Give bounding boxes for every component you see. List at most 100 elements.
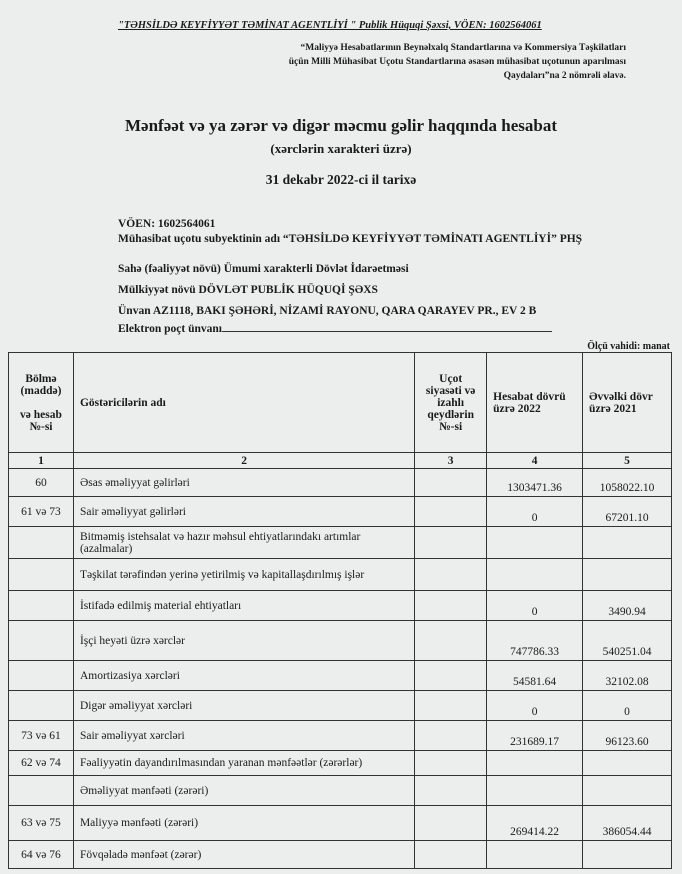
row-note <box>414 750 488 776</box>
row-code <box>8 620 74 661</box>
ownership: Mülkiyyət növü DÖVLƏT PUBLİK HÜQUQİ ŞƏXS <box>118 284 378 296</box>
table-row: Təşkilat tərəfindən yerinə yetirilmiş və… <box>8 558 672 591</box>
col-number: 3 <box>414 452 488 469</box>
report-date: 31 dekabr 2022-ci il tarixə <box>265 172 417 187</box>
row-value-2021 <box>582 775 672 806</box>
row-value-2021: 32102.08 <box>582 660 672 691</box>
row-note <box>414 660 488 691</box>
table-row: Əməliyyat mənfəəti (zərəri) <box>8 775 672 806</box>
row-name: Sair əməliyyat gəlirləri <box>72 496 416 527</box>
row-code <box>8 660 74 691</box>
page-title: Mənfəət və ya zərər və digər məcmu gəlir… <box>124 116 557 135</box>
row-code: 61 və 73 <box>8 496 74 527</box>
email-label: Elektron poçt ünvanı <box>118 323 222 335</box>
col-header-name: Göstəricilərin adı <box>72 352 416 453</box>
table-row: Bitməmiş istehsalat və hazır məhsul ehti… <box>8 526 672 559</box>
row-code: 60 <box>8 468 74 497</box>
row-name: Bitməmiş istehsalat və hazır məhsul ehti… <box>72 526 416 559</box>
row-value-2022: 1303471.36 <box>486 468 584 497</box>
col-header-code: Bölmə (maddə) və hesab №-si <box>8 352 74 453</box>
row-value-2021 <box>582 558 672 591</box>
row-code: 73 və 61 <box>8 720 74 751</box>
row-value-2021: 1058022.10 <box>582 468 672 497</box>
regulation-reference: “Maliyyə Hesabatlarının Beynəlxalq Stand… <box>266 41 626 83</box>
table-row: Amortizasiya xərcləri 54581.64 32102.08 <box>8 660 672 691</box>
address: Ünvan AZ1118, BAKI ŞƏHƏRİ, NİZAMİ RAYONU… <box>118 305 537 317</box>
row-value-2021: 0 <box>582 690 672 721</box>
email-blank <box>221 321 552 332</box>
row-code <box>8 558 74 591</box>
table-row: İşçi heyəti üzrə xərclər 747786.33 540251.… <box>8 620 672 661</box>
row-value-2022 <box>486 775 584 806</box>
table-row: İstifadə edilmiş material ehtiyatları 0 34… <box>8 590 672 621</box>
col-header-2022: Hesabat dövrü üzrə 2022 <box>486 352 584 453</box>
row-value-2022: 0 <box>486 590 584 621</box>
row-name: Sair əməliyyat xərcləri <box>72 720 416 751</box>
table-row: 64 və 76 Fövqəladə mənfəət (zərər) <box>8 840 672 869</box>
row-value-2021 <box>582 750 672 776</box>
column-number-row: 1 2 3 4 5 <box>8 452 672 469</box>
row-code <box>8 690 74 721</box>
col-number: 4 <box>486 452 584 469</box>
row-name: Amortizasiya xərcləri <box>72 660 416 691</box>
row-value-2022: 231689.17 <box>486 720 584 751</box>
income-statement-table: Bölmə (maddə) və hesab №-si Göstəricilər… <box>8 352 672 869</box>
table-row: 63 və 75 Maliyyə mənfəəti (zərəri) 269414.… <box>8 805 672 841</box>
row-value-2021: 67201.10 <box>582 496 672 527</box>
row-code <box>8 775 74 806</box>
row-note <box>414 805 488 841</box>
row-value-2021: 3490.94 <box>582 590 672 621</box>
reference-line: “Maliyyə Hesabatlarının Beynəlxalq Stand… <box>300 43 626 53</box>
row-value-2021: 386054.44 <box>582 805 672 841</box>
row-name: Maliyyə mənfəəti (zərəri) <box>72 805 416 841</box>
col-header-2021: Əvvəlki dövr üzrə 2021 <box>582 352 672 453</box>
row-note <box>414 496 488 527</box>
row-note <box>414 840 488 869</box>
row-value-2022: 747786.33 <box>486 620 584 661</box>
row-code <box>8 590 74 621</box>
row-name: Digər əməliyyat xərcləri <box>72 690 416 721</box>
company-line: "TƏHSİLDƏ KEYFİYYƏT TƏMİNAT AGENTLİYİ " … <box>118 20 542 31</box>
reference-line: üçün Milli Mühasibat Uçotu Standartların… <box>288 57 626 67</box>
row-value-2022 <box>486 558 584 591</box>
page-subtitle: (xərclərin xarakteri üzrə) <box>270 141 412 156</box>
table-row: 60 Əsas əməliyyat gəlirləri 1303471.36 1058… <box>8 468 672 497</box>
row-name: Fövqəladə mənfəət (zərər) <box>72 840 416 869</box>
row-value-2021: 96123.60 <box>582 720 672 751</box>
row-name: Əməliyyat mənfəəti (zərəri) <box>72 775 416 806</box>
row-value-2022 <box>486 750 584 776</box>
row-note <box>414 558 488 591</box>
row-note <box>414 590 488 621</box>
table-row: 61 və 73 Sair əməliyyat gəlirləri 0 67201.1… <box>8 496 672 527</box>
voen: VÖEN: 1602564061 <box>118 218 216 230</box>
row-code: 62 və 74 <box>8 750 74 776</box>
row-note <box>414 526 488 559</box>
row-name: Əsas əməliyyat gəlirləri <box>72 468 416 497</box>
col-number: 5 <box>582 452 672 469</box>
row-note <box>414 775 488 806</box>
row-value-2022 <box>486 840 584 869</box>
entity-name: Mühasibat uçotu subyektinin adı “TƏHSİLD… <box>118 233 583 245</box>
row-value-2021 <box>582 840 672 869</box>
table-row: 73 və 61 Sair əməliyyat xərcləri 231689.17… <box>8 720 672 751</box>
row-value-2022 <box>486 526 584 559</box>
row-name: Təşkilat tərəfindən yerinə yetirilmiş və… <box>72 558 416 591</box>
row-value-2021 <box>582 526 672 559</box>
row-value-2021: 540251.04 <box>582 620 672 661</box>
sector: Sahə (fəaliyyət növü) Ümumi xarakterli D… <box>118 263 409 275</box>
row-value-2022: 0 <box>486 496 584 527</box>
row-note <box>414 690 488 721</box>
row-code <box>8 526 74 559</box>
reference-line: Qaydaları”na 2 nömrəli əlavə. <box>503 71 626 81</box>
row-value-2022: 269414.22 <box>486 805 584 841</box>
row-value-2022: 0 <box>486 690 584 721</box>
row-code: 63 və 75 <box>8 805 74 841</box>
row-code: 64 və 76 <box>8 840 74 869</box>
row-name: İstifadə edilmiş material ehtiyatları <box>72 590 416 621</box>
table-row: Digər əməliyyat xərcləri 0 0 <box>8 690 672 721</box>
table-row: 62 və 74 Fəaliyyətin dayandırılmasından y… <box>8 750 672 776</box>
header-row: Bölmə (maddə) və hesab №-si Göstəricilər… <box>8 352 672 453</box>
row-name: İşçi heyəti üzrə xərclər <box>72 620 416 661</box>
email-field: Elektron poçt ünvanı <box>118 321 552 335</box>
unit-label: Ölçü vahidi: manat <box>587 341 670 352</box>
